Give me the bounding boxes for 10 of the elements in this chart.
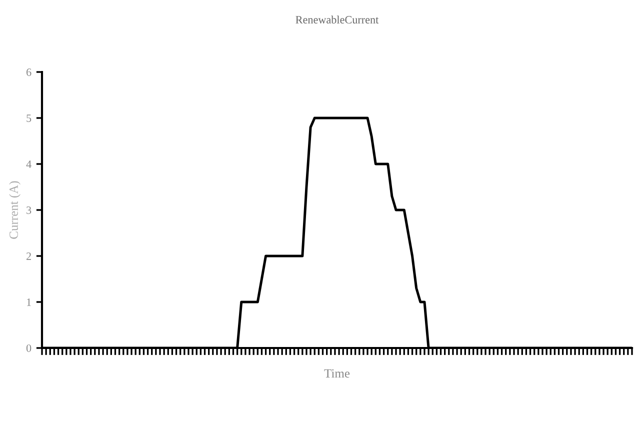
x-axis-title: Time <box>324 369 350 378</box>
y-tick-label: 4 <box>26 160 32 168</box>
y-tick-label: 1 <box>27 298 31 306</box>
chart-title: RenewableCurrent <box>296 16 379 24</box>
y-axis-title: Current (A) <box>9 181 20 239</box>
y-tick-label: 6 <box>26 68 32 76</box>
y-tick-label: 3 <box>26 206 32 214</box>
y-tick-label: 5 <box>26 114 32 122</box>
y-tick-label: 2 <box>26 252 31 260</box>
y-tick-label: 0 <box>26 344 32 352</box>
